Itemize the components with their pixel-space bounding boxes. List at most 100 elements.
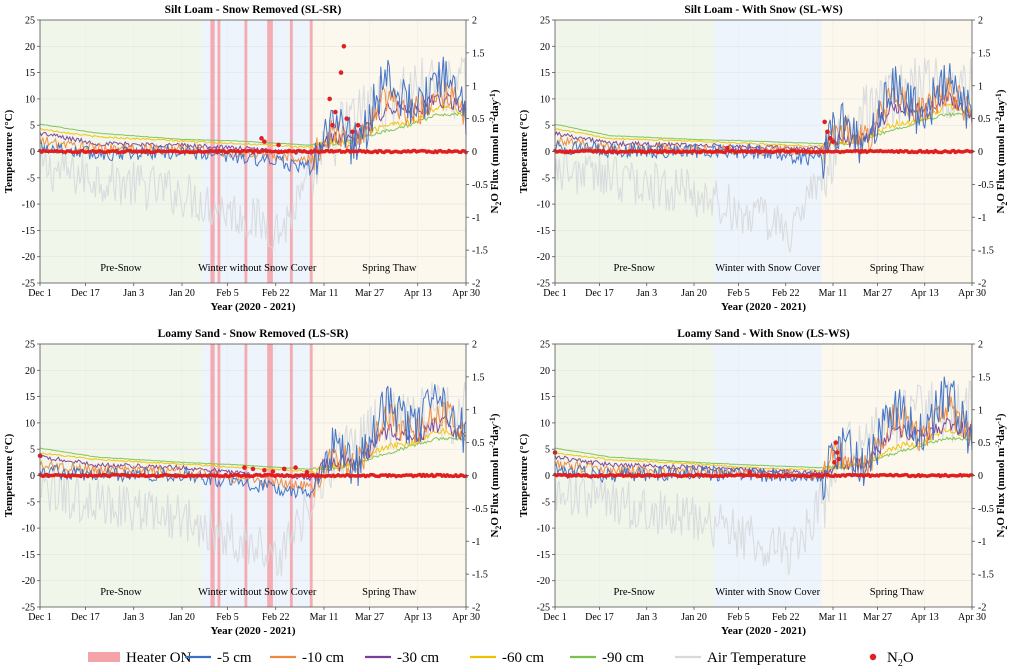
y-tick-label: -25 (537, 279, 550, 290)
y-right-axis-label: N2O Flux (mmol m-2day-1) (994, 89, 1009, 213)
x-axis-label: Year (2020 - 2021) (721, 301, 806, 313)
y-axis-label: Temperature (°C) (518, 109, 530, 193)
y-tick-label: -5 (27, 173, 35, 184)
x-tick-label: Dec 1 (28, 612, 52, 623)
y-tick-label: 25 (540, 16, 550, 27)
y-tick-label: -20 (537, 252, 550, 263)
y-tick-label: -5 (542, 173, 550, 184)
n2o-point (281, 466, 287, 472)
period-label: Spring Thaw (362, 263, 417, 274)
n2o-point (344, 116, 350, 121)
series-line-minus90cm (40, 436, 467, 472)
chart-title: Loamy Sand - Snow Removed (LS-SR) (158, 328, 349, 340)
series-line-minus60cm (39, 104, 467, 150)
y-right-axis-label-part: O Flux (mmol m (489, 448, 501, 526)
n2o-point (338, 70, 344, 75)
x-tick-label: Dec 17 (585, 612, 614, 623)
x-tick-label: Jan 3 (123, 612, 144, 623)
n2o-point (833, 440, 839, 445)
period-label: Pre-Snow (614, 587, 656, 598)
legend-label-part: 2 (898, 658, 903, 669)
y-right-tick-label: 1.5 (472, 48, 485, 59)
legend-label: -90 cm (602, 650, 644, 666)
y-right-tick-label: 1 (472, 405, 477, 416)
y-tick-label: 25 (540, 340, 550, 351)
n2o-point (327, 96, 332, 102)
series-line-minus30cm (39, 91, 467, 157)
y-right-tick-label: 1.5 (978, 48, 991, 59)
x-tick-label: Apr 30 (958, 288, 986, 299)
x-tick-label: Feb 22 (772, 612, 800, 623)
series-line-minus5cm (39, 384, 467, 499)
y-tick-label: 25 (25, 16, 35, 27)
legend-item-heater-on: Heater ON (88, 650, 192, 666)
y-tick-label: 5 (30, 445, 35, 456)
x-tick-label: Feb 5 (727, 288, 750, 299)
x-tick-label: Apr 13 (911, 612, 939, 623)
y-right-axis-label-part: day (995, 99, 1007, 117)
y-right-tick-label: 0 (472, 147, 477, 158)
y-right-axis-label-part: N (489, 530, 501, 538)
y-right-tick-label: 2 (472, 340, 477, 351)
y-axis-label: Temperature (°C) (3, 109, 15, 193)
y-right-tick-label: 1.5 (472, 372, 485, 383)
y-right-tick-label: 2 (978, 340, 983, 351)
y-right-tick-label: 0 (978, 471, 983, 482)
y-tick-label: 20 (540, 366, 550, 377)
period-label: Pre-Snow (100, 263, 142, 274)
n2o-point (822, 119, 827, 125)
x-tick-label: Feb 5 (216, 288, 239, 299)
y-right-tick-label: -2 (978, 603, 986, 614)
y-tick-label: 5 (30, 121, 35, 132)
y-tick-label: 25 (25, 340, 35, 351)
y-tick-label: 0 (30, 471, 35, 482)
n2o-point (262, 139, 267, 144)
y-right-tick-label: -0.5 (472, 180, 488, 191)
chart-title: Silt Loam - With Snow (SL-WS) (684, 4, 843, 16)
n2o-point (250, 466, 256, 472)
y-right-tick-label: 0.5 (472, 438, 485, 449)
legend-item--90-cm: -90 cm (570, 650, 644, 666)
n2o-point (341, 44, 347, 49)
y-tick-label: 5 (545, 445, 550, 456)
x-tick-label: Apr 30 (958, 612, 986, 623)
y-right-axis-label-part: ) (995, 413, 1007, 417)
y-right-tick-label: 0.5 (978, 438, 991, 449)
y-right-axis-label-part: -2 (994, 117, 1003, 124)
n2o-point (836, 456, 841, 462)
y-tick-label: 15 (540, 392, 550, 403)
legend-label: Heater ON (126, 650, 192, 666)
n2o-point (330, 122, 335, 128)
y-tick-label: 10 (25, 94, 35, 105)
y-axis-label: Temperature (°C) (3, 433, 15, 517)
x-tick-label: Jan 3 (636, 612, 657, 623)
n2o-point (333, 109, 338, 115)
y-right-axis-label-part: ) (489, 89, 501, 93)
y-tick-label: 15 (540, 68, 550, 79)
y-tick-label: -10 (537, 524, 550, 535)
y-tick-label: -5 (27, 497, 35, 508)
n2o-point (293, 465, 298, 470)
y-tick-label: -20 (22, 576, 35, 587)
x-axis-label: Year (2020 - 2021) (210, 301, 295, 313)
y-right-tick-label: 1 (472, 81, 477, 92)
y-right-axis-label-part: day (489, 99, 501, 117)
period-label: Spring Thaw (870, 263, 925, 274)
y-right-axis-label-part: O Flux (mmol m (489, 124, 501, 202)
y-right-tick-label: 0.5 (472, 114, 485, 125)
y-right-tick-label: -0.5 (472, 504, 488, 515)
y-right-axis-label-part: day (995, 423, 1007, 441)
legend-swatch-band (88, 652, 120, 662)
x-tick-label: Dec 1 (28, 288, 52, 299)
n2o-point (304, 469, 310, 475)
legend-label: -5 cm (217, 650, 252, 666)
n2o-point (276, 142, 281, 148)
series-line-minus60cm (554, 103, 973, 148)
n2o-point (355, 122, 361, 128)
y-right-tick-label: -1 (472, 213, 480, 224)
y-right-tick-label: 2 (978, 16, 983, 27)
legend-item--10-cm: -10 cm (270, 650, 344, 666)
n2o-point (262, 467, 267, 473)
y-tick-label: -25 (22, 603, 35, 614)
